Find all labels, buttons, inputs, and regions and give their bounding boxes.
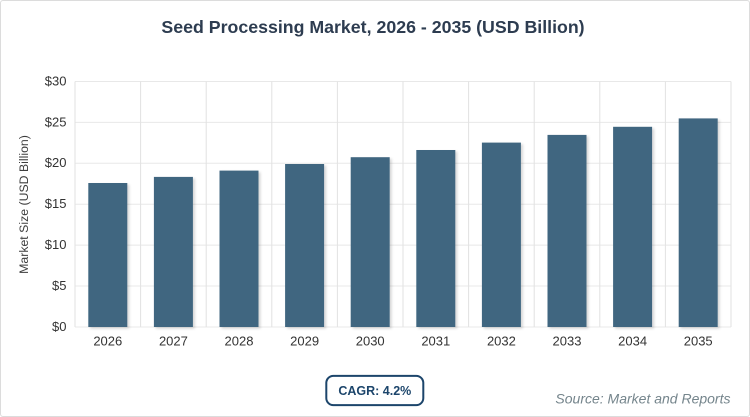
svg-text:2030: 2030	[356, 334, 385, 349]
svg-text:2035: 2035	[684, 334, 713, 349]
svg-text:Seed Processing Market, 2026 -: Seed Processing Market, 2026 - 2035 (USD…	[161, 17, 584, 37]
svg-text:Market Size (USD Billion): Market Size (USD Billion)	[17, 135, 31, 274]
svg-text:$0: $0	[52, 319, 66, 334]
svg-text:2034: 2034	[618, 334, 647, 349]
svg-text:2029: 2029	[290, 334, 319, 349]
svg-text:2032: 2032	[487, 334, 516, 349]
svg-text:$5: $5	[52, 278, 66, 293]
svg-text:$20: $20	[45, 155, 67, 170]
svg-text:$30: $30	[45, 73, 67, 88]
svg-text:2033: 2033	[553, 334, 582, 349]
svg-text:$10: $10	[45, 237, 67, 252]
svg-text:Source: Market and Reports: Source: Market and Reports	[555, 391, 730, 407]
svg-text:$25: $25	[45, 114, 67, 129]
svg-text:2027: 2027	[159, 334, 188, 349]
svg-text:CAGR: 4.2%: CAGR: 4.2%	[338, 384, 411, 398]
svg-text:2028: 2028	[225, 334, 254, 349]
svg-text:2026: 2026	[93, 334, 122, 349]
svg-text:$15: $15	[45, 196, 67, 211]
svg-text:2031: 2031	[421, 334, 450, 349]
